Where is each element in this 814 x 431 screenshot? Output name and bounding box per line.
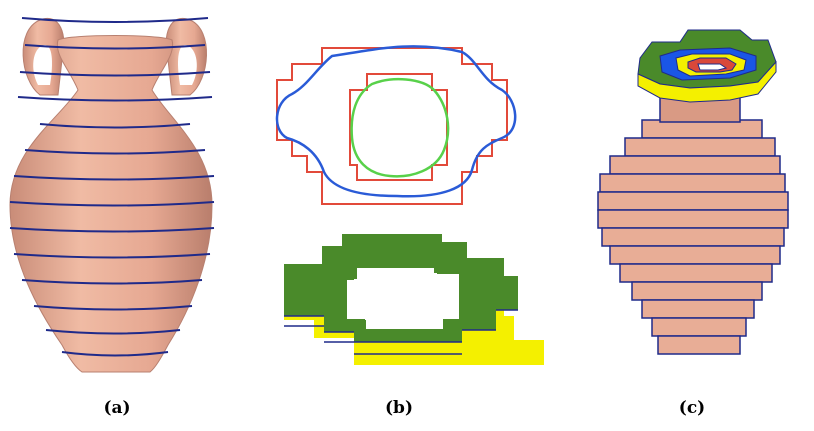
voxel-body-layers [597, 119, 789, 355]
inner-voxel-contour [349, 73, 448, 181]
contour-figure [275, 45, 544, 365]
panel-b-contours-and-layer [262, 20, 552, 380]
caption-b: (b) [385, 398, 413, 418]
panel-a-sliced-vase [0, 0, 230, 380]
slice-lines [9, 17, 215, 357]
outer-voxel-contour [276, 47, 508, 205]
voxel-vase-figure [597, 29, 789, 355]
caption-c: (c) [678, 398, 706, 418]
voxel-layer [284, 234, 544, 365]
panel-c-voxel-vase [580, 20, 814, 380]
sliced-vase-figure [9, 17, 215, 373]
outer-contour [275, 45, 517, 198]
voxel-top-layers [637, 29, 777, 103]
inner-contour [350, 78, 450, 178]
caption-a: (a) [103, 398, 131, 418]
